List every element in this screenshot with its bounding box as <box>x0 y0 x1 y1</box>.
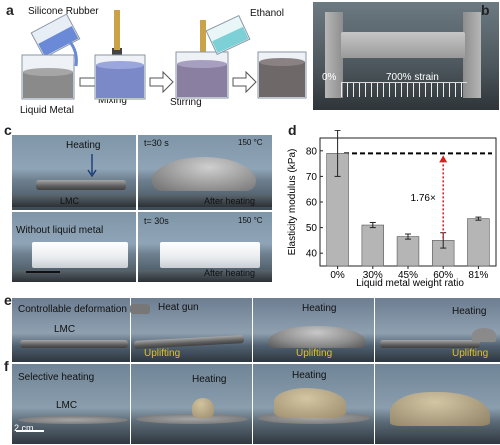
lmc-arched <box>268 326 366 348</box>
bench <box>138 270 272 282</box>
panel-a-schematic <box>21 10 307 100</box>
scale-bar-c <box>26 271 60 273</box>
mixing-label: Mixing <box>98 95 127 106</box>
x-tick-label: 45% <box>398 270 418 281</box>
ratio-annotation: 1.76× <box>411 193 436 204</box>
lmc-bump-2 <box>274 388 346 418</box>
bar <box>467 218 490 267</box>
bar <box>396 236 420 267</box>
lmc-disc-2 <box>136 414 248 424</box>
temp-bottom-label: 150 °C <box>238 216 263 225</box>
photo-c2 <box>138 135 272 210</box>
strain-label: 700% strain <box>386 72 439 83</box>
beaker-stirring-icon <box>175 20 229 99</box>
liquid-metal-label: Liquid Metal <box>20 105 74 116</box>
stirring-label: Stirring <box>170 97 202 108</box>
lmc-bulged <box>152 157 256 191</box>
arrow-right-icon <box>232 70 257 94</box>
lmc-label-f: LMC <box>56 400 78 411</box>
y-axis-label: Elasticity modulus (kPa) <box>287 149 298 256</box>
temp-top-label: 150 °C <box>238 138 263 147</box>
y-tick-label: 80 <box>306 146 318 157</box>
ethanol-beaker-icon <box>205 14 251 56</box>
uplifting-label-3: Uplifting <box>452 348 489 359</box>
without-liquid-metal-label: Without liquid metal <box>16 225 104 236</box>
controllable-deformation-label: Controllable deformation <box>18 304 127 315</box>
lmc-label-c: LMC <box>60 196 80 206</box>
elasticity-chart: Elasticity modulus (kPa) Liquid metal we… <box>287 130 497 289</box>
heating-label-f1: Heating <box>192 374 227 385</box>
bench <box>12 270 136 282</box>
heat-gun-icon <box>130 304 150 314</box>
y-tick-label: 60 <box>306 198 318 209</box>
ruler <box>341 82 467 97</box>
y-tick-label: 70 <box>306 172 318 183</box>
lmc-strip <box>36 180 126 190</box>
ethanol-label: Ethanol <box>250 8 284 19</box>
panel-label-b: b <box>481 2 490 18</box>
beaker-final-icon <box>257 51 307 99</box>
beaker-liquid-metal-icon <box>21 54 75 100</box>
lmc-bump-1 <box>192 398 214 418</box>
time-top-label: t=30 s <box>144 138 169 148</box>
time-bottom-label: t= 30s <box>144 216 169 226</box>
panel-label-d: d <box>288 122 297 138</box>
lmc-dome <box>390 392 490 426</box>
heating-label: Heating <box>66 140 101 151</box>
pouring-beaker-icon <box>30 13 81 67</box>
heating-label-e3: Heating <box>452 306 487 317</box>
lmc-disc-1 <box>18 416 128 424</box>
photo-c4 <box>138 212 272 282</box>
x-tick-label: 81% <box>468 270 488 281</box>
lmc-label-e: LMC <box>54 324 76 335</box>
y-tick-label: 40 <box>306 249 318 260</box>
photo-e <box>12 298 500 362</box>
lmc-lifted-1 <box>134 335 244 349</box>
lmc-flat <box>20 340 128 348</box>
selective-heating-label: Selective heating <box>18 372 95 383</box>
white-block <box>32 242 128 268</box>
bench <box>12 195 136 207</box>
panel-label-f: f <box>4 358 9 374</box>
lmc-tip-lifted <box>380 340 480 348</box>
photo-f <box>12 364 500 444</box>
y-tick-label: 50 <box>306 223 318 234</box>
after-heating-bottom: After heating <box>204 268 256 278</box>
after-heating-top: After heating <box>204 196 256 206</box>
scale-2cm-label: 2 cm <box>14 423 34 433</box>
zero-strain-label: 0% <box>322 72 337 83</box>
clamp-left <box>325 12 343 98</box>
photo-c3 <box>12 212 136 282</box>
panel-label-a: a <box>6 2 14 18</box>
white-block-after <box>160 242 260 268</box>
stretched-strip <box>341 32 465 58</box>
heating-label-f2: Heating <box>292 370 327 381</box>
photo-c1 <box>12 135 136 210</box>
clamp-right <box>463 12 481 98</box>
scale-bar-f <box>16 430 44 432</box>
heat-gun-label: Heat gun <box>158 302 199 313</box>
x-axis-label: Liquid metal weight ratio <box>356 278 464 289</box>
bench <box>138 195 272 207</box>
arrow-right-icon <box>149 70 174 94</box>
ratio-arrow-head <box>439 155 448 163</box>
panel-label-c: c <box>4 122 12 138</box>
bar <box>361 224 385 267</box>
x-tick-label: 60% <box>433 270 453 281</box>
panel-label-e: e <box>4 292 12 308</box>
x-tick-label: 30% <box>363 270 383 281</box>
uplifting-label-1: Uplifting <box>144 348 181 359</box>
arrow-down-icon <box>87 154 97 178</box>
silicone-rubber-label: Silicone Rubber <box>28 6 99 17</box>
uplifting-label-2: Uplifting <box>296 348 333 359</box>
beaker-mixing-icon <box>94 10 146 100</box>
lmc-tip <box>472 328 496 342</box>
heating-label-e2: Heating <box>302 303 337 314</box>
stretch-photo <box>313 2 499 110</box>
x-tick-label: 0% <box>330 270 345 281</box>
